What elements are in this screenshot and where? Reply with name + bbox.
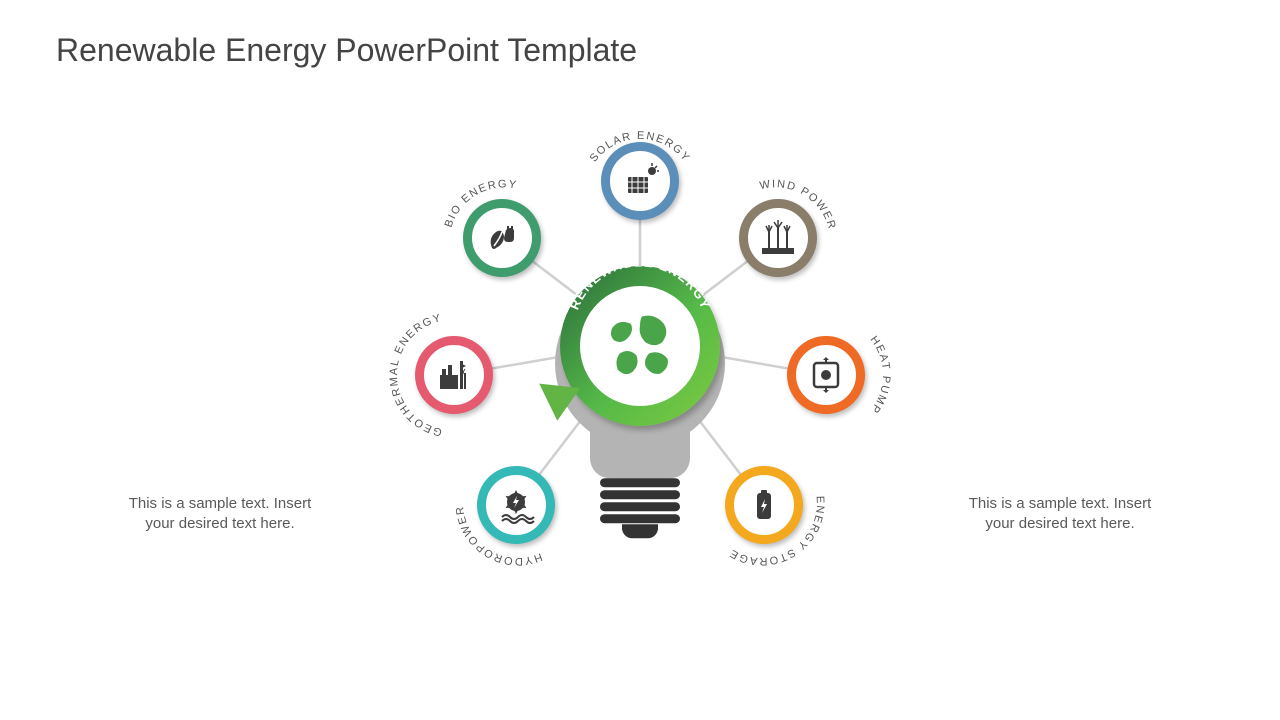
center-globe-ring: RENEWABLE ENERGY [560, 266, 720, 426]
node-hydro [477, 466, 555, 544]
svg-text:HEAT PUMP: HEAT PUMP [868, 334, 893, 416]
solar-icon [620, 161, 660, 201]
hydro-icon [496, 485, 536, 525]
node-heatpump [787, 336, 865, 414]
node-bio [463, 199, 541, 277]
sample-text-right: This is a sample text. Insert your desir… [960, 494, 1160, 535]
heatpump-icon [806, 355, 846, 395]
node-storage [725, 466, 803, 544]
node-solar [601, 142, 679, 220]
storage-icon [744, 485, 784, 525]
node-wind [739, 199, 817, 277]
node-geothermal [415, 336, 493, 414]
sample-text-left: This is a sample text. Insert your desir… [120, 494, 320, 535]
globe-icon [580, 286, 700, 406]
geothermal-icon [434, 355, 474, 395]
slide-title: Renewable Energy PowerPoint Template [56, 32, 637, 69]
bio-icon [482, 218, 522, 258]
wind-icon [758, 218, 798, 258]
energy-diagram: RENEWABLE ENERGY SOLAR ENERGYWIND POWERH… [340, 143, 940, 663]
